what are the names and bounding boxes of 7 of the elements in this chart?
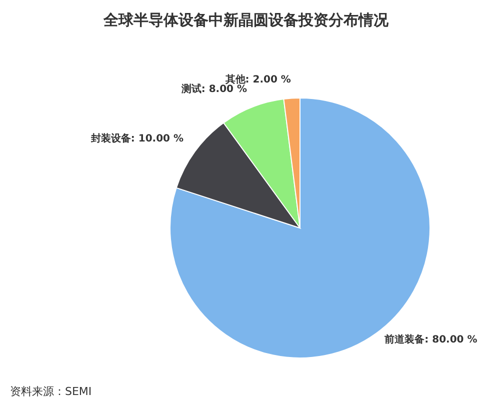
slice-label: 其他: 2.00 % bbox=[224, 73, 291, 86]
pie-slice bbox=[170, 98, 430, 358]
chart-title: 全球半导体设备中新晶圆设备投资分布情况 bbox=[102, 11, 390, 29]
slice-label: 测试: 8.00 % bbox=[180, 83, 247, 96]
slice-label: 前道装备: 80.00 % bbox=[384, 334, 478, 346]
text: 资料来源：SEMI bbox=[10, 385, 92, 398]
slice-label: 封装设备: 10.00 % bbox=[90, 132, 184, 144]
